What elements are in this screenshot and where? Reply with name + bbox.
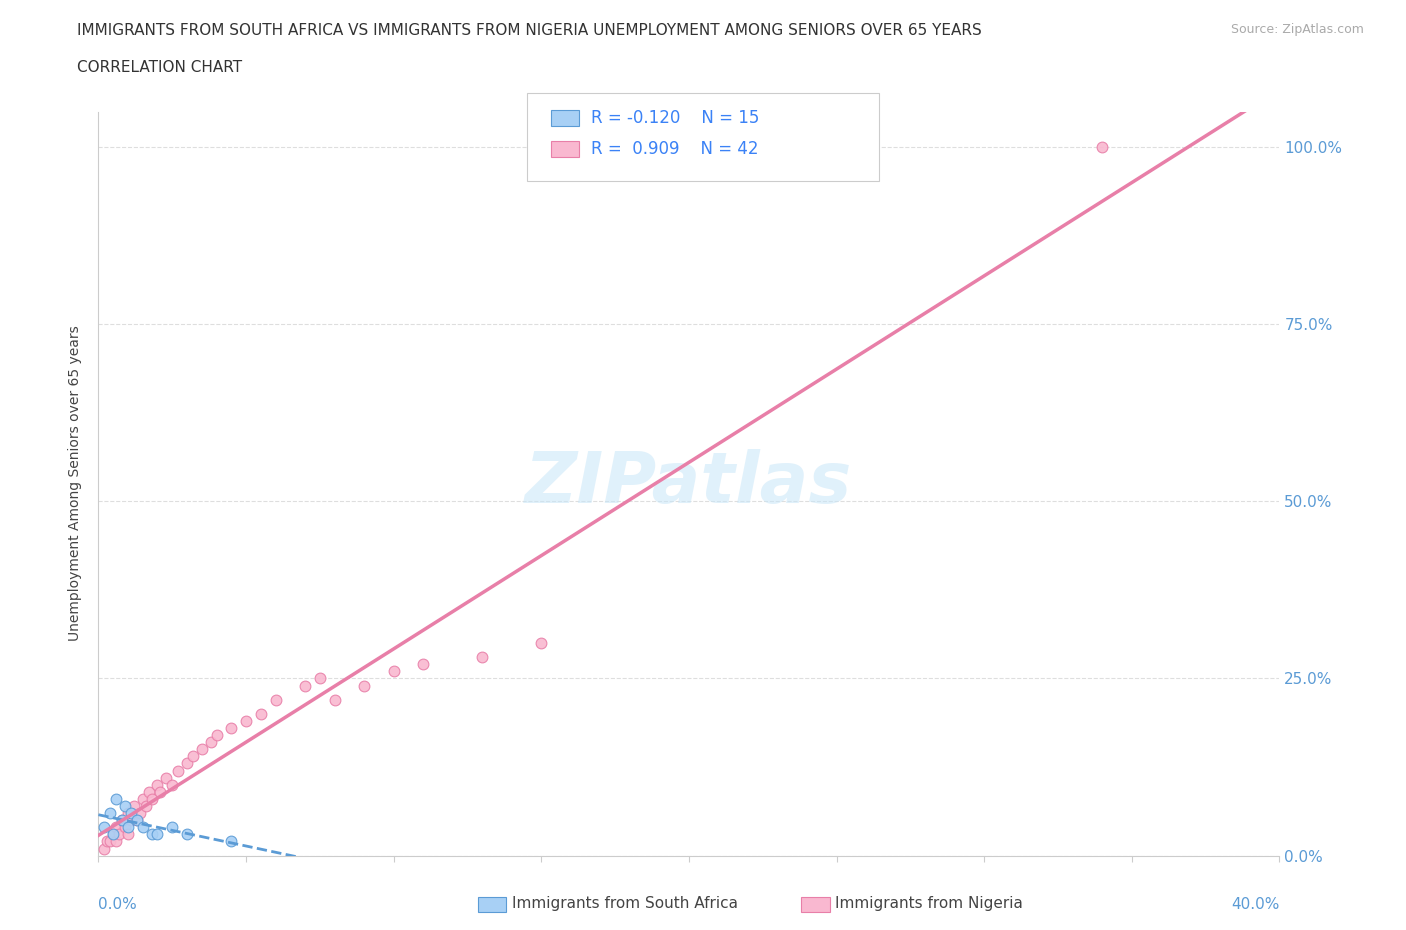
Point — [176, 827, 198, 842]
Text: CORRELATION CHART: CORRELATION CHART — [77, 60, 242, 75]
Point — [125, 813, 148, 828]
Point — [191, 742, 214, 757]
Point — [96, 834, 118, 849]
Point — [128, 805, 150, 820]
Point — [221, 721, 243, 736]
Text: 40.0%: 40.0% — [1232, 897, 1279, 911]
Point — [98, 834, 121, 849]
Point — [167, 764, 190, 778]
Point — [132, 820, 155, 835]
Point — [412, 657, 434, 671]
Point — [105, 791, 128, 806]
Y-axis label: Unemployment Among Seniors over 65 years: Unemployment Among Seniors over 65 years — [69, 326, 83, 642]
Text: R = -0.120    N = 15: R = -0.120 N = 15 — [591, 109, 759, 127]
Point — [146, 777, 169, 792]
Point — [120, 805, 142, 820]
Point — [138, 784, 160, 799]
Point — [93, 820, 115, 835]
Point — [235, 713, 257, 728]
Point — [205, 727, 228, 742]
Point — [309, 671, 332, 686]
Point — [264, 692, 287, 707]
Point — [294, 678, 316, 693]
Text: Immigrants from Nigeria: Immigrants from Nigeria — [835, 897, 1024, 911]
Point — [162, 820, 183, 835]
Point — [105, 820, 128, 835]
Point — [471, 650, 494, 665]
Point — [114, 820, 136, 835]
Point — [141, 791, 163, 806]
Text: Source: ZipAtlas.com: Source: ZipAtlas.com — [1230, 23, 1364, 36]
Text: IMMIGRANTS FROM SOUTH AFRICA VS IMMIGRANTS FROM NIGERIA UNEMPLOYMENT AMONG SENIO: IMMIGRANTS FROM SOUTH AFRICA VS IMMIGRAN… — [77, 23, 981, 38]
Point — [530, 635, 553, 650]
Point — [111, 813, 134, 828]
Point — [103, 827, 125, 842]
Point — [1091, 140, 1114, 154]
Point — [200, 735, 222, 750]
Point — [176, 756, 198, 771]
Point — [250, 707, 273, 722]
Point — [120, 813, 142, 828]
Text: R =  0.909    N = 42: R = 0.909 N = 42 — [591, 140, 758, 158]
Point — [122, 799, 145, 814]
Text: ZIPatlas: ZIPatlas — [526, 449, 852, 518]
Point — [353, 678, 375, 693]
Text: 0.0%: 0.0% — [98, 897, 138, 911]
Point — [162, 777, 183, 792]
Point — [149, 784, 172, 799]
Point — [146, 827, 169, 842]
Point — [103, 827, 125, 842]
Point — [117, 820, 139, 835]
Point — [114, 799, 136, 814]
Point — [125, 813, 148, 828]
Point — [135, 799, 157, 814]
Point — [181, 749, 204, 764]
Point — [221, 834, 243, 849]
Point — [111, 813, 134, 828]
Point — [132, 791, 155, 806]
Point — [93, 841, 115, 856]
Point — [98, 805, 121, 820]
Point — [382, 664, 405, 679]
Point — [105, 834, 128, 849]
Point — [155, 770, 177, 785]
Point — [108, 827, 131, 842]
Point — [323, 692, 346, 707]
Text: Immigrants from South Africa: Immigrants from South Africa — [512, 897, 738, 911]
Point — [117, 827, 139, 842]
Point — [117, 805, 139, 820]
Point — [141, 827, 163, 842]
